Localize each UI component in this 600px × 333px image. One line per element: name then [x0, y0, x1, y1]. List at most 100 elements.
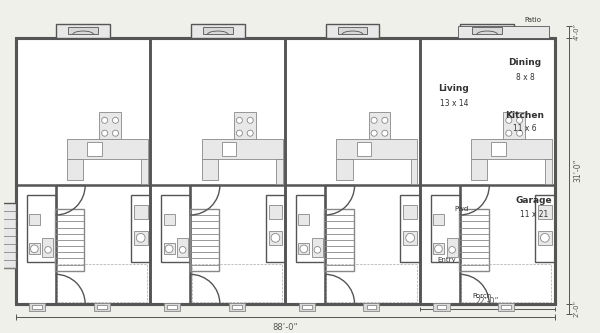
Bar	[545, 159, 552, 184]
Text: 2’-0”: 2’-0”	[574, 300, 580, 317]
Circle shape	[541, 233, 549, 242]
Bar	[403, 205, 417, 218]
Circle shape	[101, 130, 108, 136]
Circle shape	[300, 245, 308, 253]
Circle shape	[247, 130, 253, 136]
Bar	[326, 24, 379, 38]
Circle shape	[236, 117, 242, 123]
Bar	[8, 209, 16, 242]
Bar	[356, 142, 371, 156]
Circle shape	[517, 117, 523, 123]
Bar	[32, 305, 42, 309]
Text: 11 x 21: 11 x 21	[520, 210, 548, 219]
Bar	[433, 214, 444, 225]
Bar	[410, 159, 417, 184]
Bar	[97, 305, 107, 309]
Bar	[29, 214, 40, 225]
Bar	[400, 195, 420, 262]
Bar	[461, 264, 551, 302]
Circle shape	[44, 246, 51, 253]
Bar	[67, 139, 148, 159]
Text: 13 x 14: 13 x 14	[440, 99, 468, 108]
Bar	[203, 27, 233, 34]
Bar	[55, 209, 85, 271]
Bar	[433, 243, 444, 254]
Bar	[538, 205, 551, 218]
Circle shape	[112, 130, 118, 136]
Bar	[26, 195, 56, 262]
Bar	[433, 303, 449, 311]
Bar	[298, 214, 309, 225]
Bar	[167, 305, 177, 309]
Bar	[141, 159, 148, 184]
Circle shape	[449, 246, 455, 253]
Bar	[338, 27, 367, 34]
Bar	[337, 159, 353, 180]
Bar	[100, 112, 121, 142]
Bar	[403, 231, 417, 245]
Bar	[458, 26, 549, 38]
Bar	[326, 264, 416, 302]
Text: 88’-0”: 88’-0”	[272, 323, 298, 332]
Text: 31’-0”: 31’-0”	[574, 159, 583, 182]
Bar	[369, 112, 390, 142]
Bar	[222, 142, 236, 156]
Text: Porch: Porch	[473, 293, 492, 299]
Bar	[472, 27, 502, 34]
Circle shape	[112, 117, 118, 123]
Bar	[538, 231, 551, 245]
Text: 8 x 8: 8 x 8	[515, 73, 535, 82]
Bar	[232, 305, 242, 309]
Text: Pwd: Pwd	[455, 206, 469, 212]
Bar	[459, 209, 488, 271]
Bar	[161, 195, 190, 262]
Text: 22’-0”: 22’-0”	[476, 297, 499, 306]
Text: Kitchen: Kitchen	[506, 111, 545, 120]
Bar	[164, 243, 175, 254]
Bar	[202, 159, 218, 180]
Bar	[491, 142, 506, 156]
Bar	[501, 305, 511, 309]
Bar	[276, 159, 283, 184]
Bar	[367, 305, 376, 309]
Text: Living: Living	[439, 84, 469, 93]
Circle shape	[314, 246, 321, 253]
Bar	[29, 303, 46, 311]
Bar	[229, 303, 245, 311]
Circle shape	[247, 117, 253, 123]
Bar	[269, 205, 282, 218]
Bar	[431, 195, 460, 262]
Text: Dining: Dining	[508, 58, 542, 67]
Bar	[134, 231, 148, 245]
Bar	[234, 112, 256, 142]
Bar	[535, 195, 554, 262]
Bar	[471, 139, 552, 159]
Bar	[16, 38, 554, 304]
Bar	[337, 139, 417, 159]
Bar	[471, 159, 487, 180]
Bar	[191, 264, 282, 302]
Text: Entry: Entry	[437, 257, 456, 263]
Bar	[43, 238, 53, 257]
Bar	[296, 195, 325, 262]
Bar	[134, 205, 148, 218]
Bar	[324, 209, 354, 271]
Bar	[298, 243, 309, 254]
Bar	[364, 303, 379, 311]
Bar	[0, 203, 16, 268]
Bar	[29, 243, 40, 254]
Bar	[302, 305, 311, 309]
Bar	[312, 238, 323, 257]
Circle shape	[236, 130, 242, 136]
Text: 4’-0”: 4’-0”	[574, 23, 580, 40]
Bar	[460, 24, 514, 38]
Circle shape	[371, 130, 377, 136]
Circle shape	[101, 117, 108, 123]
Bar	[57, 264, 147, 302]
Bar	[266, 195, 285, 262]
Circle shape	[506, 130, 512, 136]
Bar	[190, 209, 219, 271]
Bar	[498, 303, 514, 311]
Circle shape	[382, 130, 388, 136]
Circle shape	[382, 117, 388, 123]
